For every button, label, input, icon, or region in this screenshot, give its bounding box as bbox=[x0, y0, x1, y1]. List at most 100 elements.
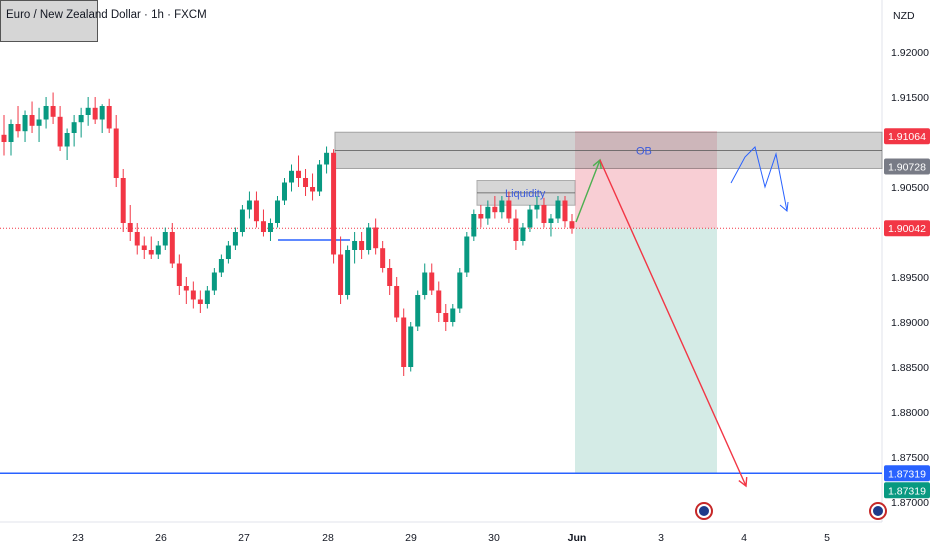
candle-body bbox=[1, 134, 7, 142]
price-axis-label: 1.89000 bbox=[891, 317, 929, 329]
stop-loss-zone bbox=[575, 131, 717, 229]
candle-body bbox=[134, 232, 140, 246]
candle-body bbox=[78, 115, 84, 123]
symbol-title-box[interactable] bbox=[0, 0, 98, 42]
candle-body bbox=[289, 170, 295, 183]
candle-body bbox=[366, 227, 372, 250]
price-tag bbox=[884, 465, 930, 482]
candle-body bbox=[8, 124, 14, 142]
candle-body bbox=[267, 223, 273, 232]
candle-body bbox=[345, 250, 351, 295]
price-tag-label: 1.90042 bbox=[888, 223, 926, 235]
zigzag-path bbox=[730, 146, 788, 212]
price-tag-label: 1.90728 bbox=[888, 161, 926, 173]
candle-body bbox=[127, 223, 133, 232]
candle-body bbox=[541, 205, 547, 223]
candle-body bbox=[373, 227, 379, 249]
time-axis-label: 27 bbox=[238, 532, 250, 544]
candle-body bbox=[120, 178, 126, 223]
candle-body bbox=[513, 218, 519, 241]
price-tag-label: 1.91064 bbox=[888, 131, 926, 143]
candle-body bbox=[338, 254, 344, 295]
candle-body bbox=[274, 200, 280, 223]
candle-body bbox=[471, 214, 477, 237]
candle-body bbox=[296, 170, 302, 178]
event-marker-core bbox=[873, 506, 883, 516]
candle-body bbox=[317, 164, 323, 192]
candle-body bbox=[443, 313, 449, 322]
candle-body bbox=[527, 209, 533, 228]
time-axis-label: 30 bbox=[488, 532, 500, 544]
candle-body bbox=[43, 106, 49, 120]
time-axis-label: 28 bbox=[322, 532, 334, 544]
candle-body bbox=[253, 200, 259, 222]
candle-body bbox=[534, 205, 540, 210]
candle-body bbox=[218, 259, 224, 273]
candle-body bbox=[415, 295, 421, 327]
candle-body bbox=[155, 245, 161, 255]
price-axis-label: 1.88500 bbox=[891, 362, 929, 374]
price-tag bbox=[884, 128, 930, 145]
time-axis-label: 23 bbox=[72, 532, 84, 544]
candle-body bbox=[436, 290, 442, 313]
candle-body bbox=[394, 286, 400, 318]
candle-body bbox=[148, 250, 154, 255]
price-axis-label: 1.89500 bbox=[891, 272, 929, 284]
candle-body bbox=[190, 290, 196, 300]
candle-body bbox=[169, 232, 175, 264]
price-axis-label: 1.87500 bbox=[891, 452, 929, 464]
candle-body bbox=[232, 232, 238, 246]
projection-up-arrow bbox=[575, 159, 601, 223]
time-axis-label: 4 bbox=[741, 532, 747, 544]
candle-body bbox=[450, 308, 456, 322]
candle-body bbox=[36, 119, 42, 126]
price-tag bbox=[884, 220, 930, 237]
candle-body bbox=[176, 263, 182, 286]
candle-body bbox=[352, 241, 358, 250]
candle-body bbox=[50, 106, 56, 117]
candle-body bbox=[106, 106, 112, 129]
projection-down-arrow bbox=[599, 159, 747, 487]
candle-body bbox=[71, 122, 77, 133]
candle-body bbox=[281, 182, 287, 201]
price-tag bbox=[884, 158, 930, 175]
take-profit-zone bbox=[575, 228, 717, 474]
candle-body bbox=[239, 209, 245, 232]
time-axis-label: 26 bbox=[155, 532, 167, 544]
candle-body bbox=[464, 236, 470, 273]
candle-body bbox=[246, 200, 252, 210]
price-axis-label: 1.88000 bbox=[891, 407, 929, 419]
candle-body bbox=[113, 128, 119, 178]
event-marker-core bbox=[699, 506, 709, 516]
time-axis-label: 3 bbox=[658, 532, 664, 544]
candle-body bbox=[380, 248, 386, 268]
candle-body bbox=[569, 221, 575, 229]
zigzag-arrow-head bbox=[779, 201, 789, 212]
price-tag-label: 1.87319 bbox=[888, 485, 926, 497]
candle-body bbox=[429, 272, 435, 291]
candle-body bbox=[492, 206, 498, 213]
candle-body bbox=[197, 299, 203, 304]
projection-down-arrow-head bbox=[738, 476, 748, 488]
price-tag-label: 1.87319 bbox=[888, 468, 926, 480]
candle-body bbox=[99, 106, 105, 120]
candle-body bbox=[478, 214, 484, 219]
candle-body bbox=[485, 206, 491, 219]
candle-body bbox=[15, 124, 21, 132]
candle-body bbox=[324, 152, 330, 165]
price-axis-label: 1.91500 bbox=[891, 92, 929, 104]
candle-body bbox=[57, 116, 63, 147]
candle-body bbox=[562, 200, 568, 222]
candle-body bbox=[162, 232, 168, 246]
candle-body bbox=[548, 218, 554, 223]
candle-body bbox=[85, 107, 91, 115]
time-axis-label: 5 bbox=[824, 532, 830, 544]
price-tag bbox=[884, 482, 930, 499]
candle-body bbox=[457, 272, 463, 309]
candle-body bbox=[499, 200, 505, 213]
candle-body bbox=[331, 152, 337, 255]
ob-label: OB bbox=[636, 145, 652, 157]
candle-body bbox=[401, 317, 407, 367]
symbol-title: Euro / New Zealand Dollar · 1h · FXCM bbox=[6, 9, 207, 21]
